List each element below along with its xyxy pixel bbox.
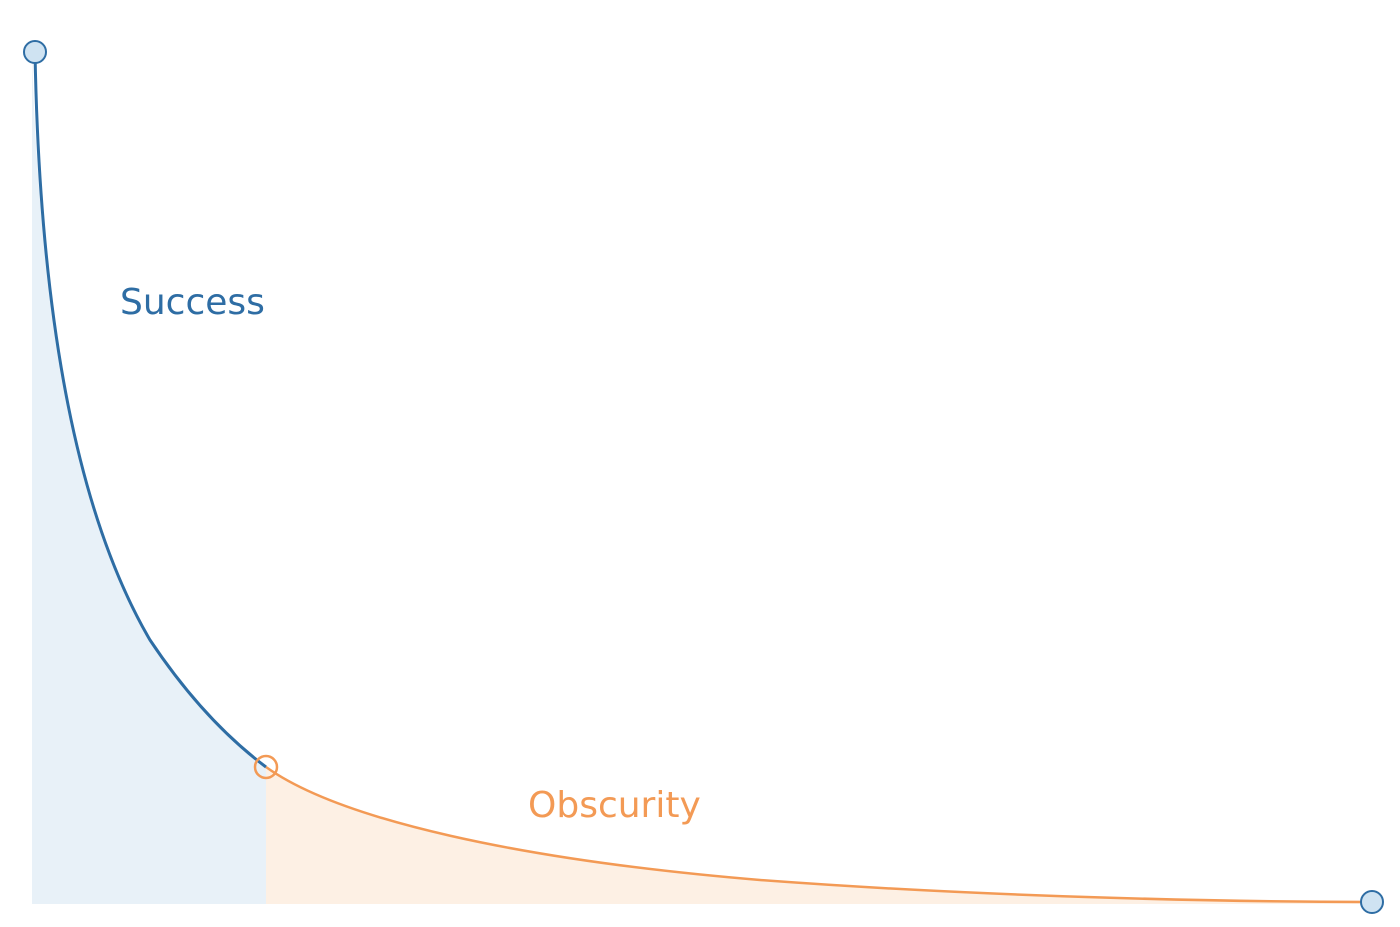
success-area-fill	[32, 52, 266, 904]
obscurity-area-fill	[266, 767, 1372, 904]
obscurity-curve	[265, 765, 1373, 904]
success-curve	[33, 51, 267, 769]
end-point-marker	[1360, 890, 1384, 914]
success-label: Success	[120, 282, 265, 323]
obscurity-label: Obscurity	[528, 785, 701, 826]
start-point-marker	[23, 40, 47, 64]
transition-point-marker	[253, 754, 279, 780]
